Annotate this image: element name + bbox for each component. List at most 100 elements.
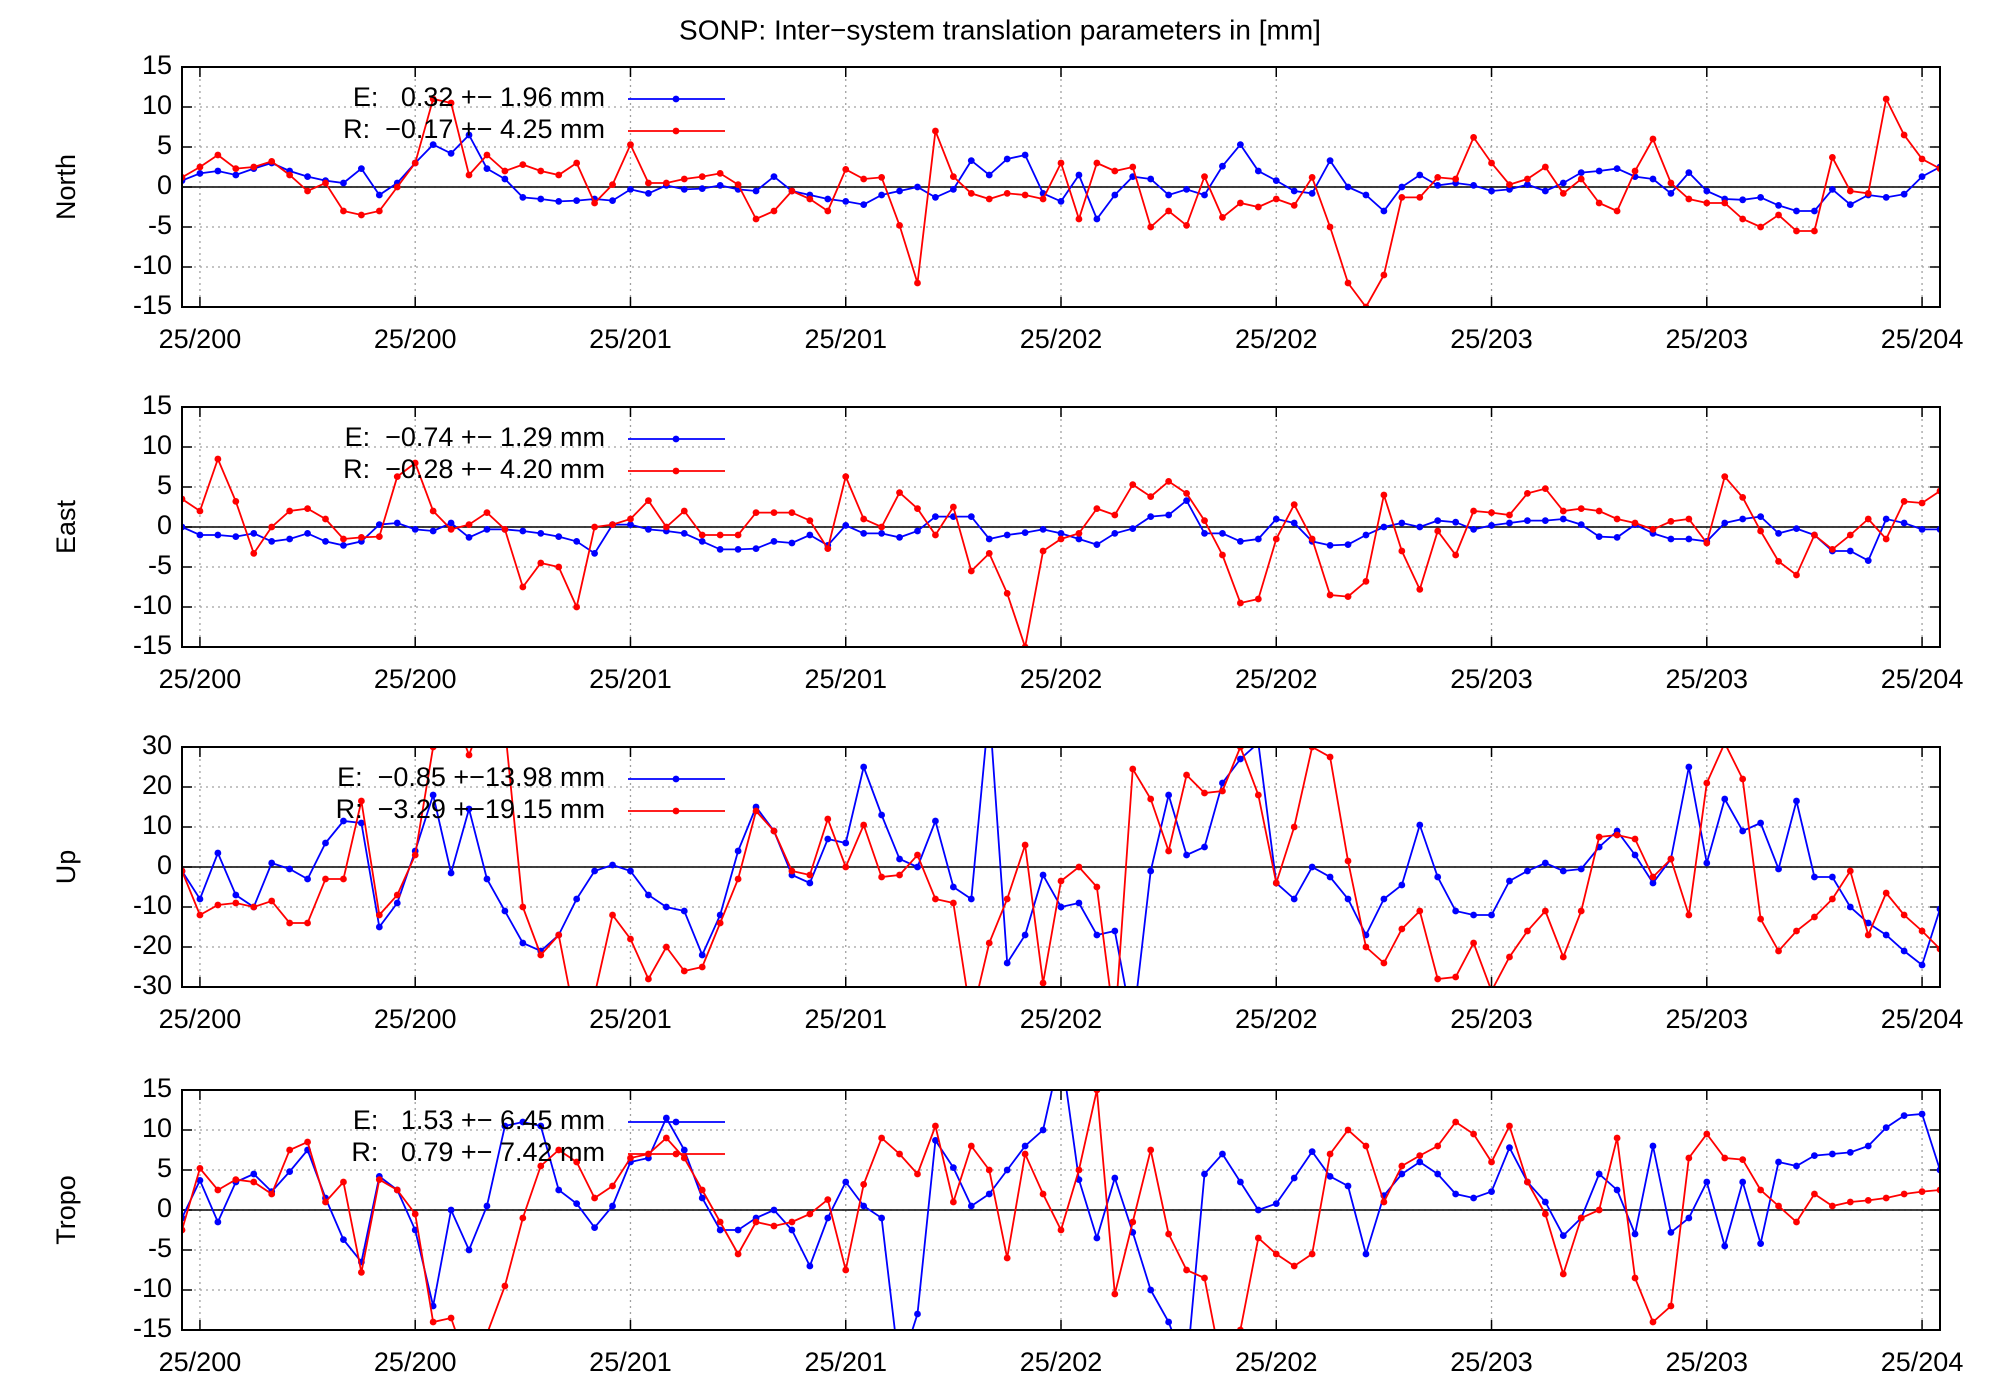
data-point: [1183, 490, 1190, 497]
data-point: [1452, 1118, 1460, 1126]
x-tick-label: 25/202: [1235, 1347, 1318, 1377]
data-point: [322, 839, 329, 847]
x-tick-label: 25/201: [589, 1347, 672, 1377]
data-point: [1165, 1318, 1173, 1326]
data-point: [1236, 141, 1244, 149]
data-point: [1470, 911, 1477, 919]
data-point: [842, 839, 850, 847]
data-point: [1201, 1274, 1208, 1282]
data-point: [304, 1138, 311, 1146]
data-point: [286, 507, 294, 515]
data-point: [842, 166, 850, 173]
data-point: [1900, 131, 1908, 139]
data-point: [519, 939, 527, 947]
data-point: [393, 519, 401, 527]
data-point: [1416, 171, 1424, 179]
data-point: [340, 1236, 347, 1243]
data-point: [1918, 1188, 1926, 1195]
data-point: [1506, 181, 1513, 189]
data-point: [1721, 199, 1729, 207]
data-point: [627, 186, 634, 193]
data-point: [1362, 191, 1370, 199]
data-point: [1488, 187, 1495, 195]
data-point: [1111, 167, 1119, 175]
y-tick-label: 20: [142, 770, 172, 800]
x-tick-label: 25/203: [1665, 664, 1748, 694]
data-point: [627, 1154, 634, 1162]
data-point: [1254, 1234, 1262, 1242]
data-point: [698, 963, 706, 971]
data-point: [1380, 271, 1388, 279]
data-point: [1846, 1149, 1854, 1156]
data-point: [609, 1202, 616, 1210]
data-point: [555, 1146, 563, 1154]
data-point: [1416, 523, 1424, 531]
data-point: [1021, 151, 1029, 159]
x-tick-label: 25/200: [159, 1004, 242, 1034]
data-point: [1506, 1144, 1513, 1151]
data-point: [393, 183, 401, 191]
data-point: [1398, 1162, 1406, 1170]
data-point: [1882, 1194, 1890, 1202]
y-tick-label: 5: [157, 1153, 172, 1183]
y-axis-label: Up: [51, 850, 81, 885]
data-point: [1254, 1206, 1262, 1214]
data-point: [1631, 1274, 1639, 1282]
data-point: [1398, 1170, 1406, 1178]
data-point: [1129, 1218, 1137, 1226]
data-point: [878, 1214, 886, 1222]
data-point: [519, 1214, 527, 1222]
data-point: [537, 530, 545, 537]
data-point: [662, 943, 670, 951]
data-point: [1201, 843, 1208, 851]
x-tick-label: 25/202: [1020, 1004, 1103, 1034]
data-point: [1775, 947, 1782, 955]
data-point: [914, 527, 921, 535]
data-point: [1398, 194, 1406, 201]
data-point: [1649, 873, 1657, 881]
data-point: [860, 763, 868, 771]
data-point: [196, 1177, 204, 1184]
x-tick-label: 25/201: [804, 324, 887, 354]
data-point: [1775, 1158, 1782, 1166]
data-point: [196, 531, 204, 539]
data-point: [1631, 167, 1639, 175]
data-point: [1595, 199, 1603, 207]
data-point: [1021, 841, 1029, 849]
y-tick-label: -10: [133, 250, 172, 280]
data-point: [806, 1262, 814, 1270]
data-point: [1201, 517, 1208, 524]
data-point: [1416, 586, 1424, 593]
data-point: [232, 899, 240, 907]
data-point: [447, 1206, 455, 1214]
data-point: [609, 521, 616, 528]
data-point: [1057, 198, 1065, 205]
data-point: [1541, 485, 1549, 492]
legend-marker: [672, 1150, 680, 1158]
data-point: [1488, 522, 1495, 529]
data-point: [1434, 1170, 1442, 1178]
data-point: [1667, 1229, 1675, 1236]
data-point: [932, 817, 939, 825]
data-point: [1739, 775, 1747, 783]
data-point: [268, 158, 276, 165]
data-point: [896, 489, 903, 496]
data-point: [411, 159, 419, 167]
x-tick-label: 25/200: [374, 1347, 457, 1377]
data-point: [286, 535, 294, 543]
data-point: [680, 175, 688, 183]
data-point: [734, 531, 742, 539]
legend-marker: [672, 775, 680, 783]
data-point: [1290, 519, 1298, 527]
data-point: [878, 191, 886, 199]
data-point: [770, 207, 778, 215]
data-point: [1183, 1266, 1190, 1274]
data-point: [770, 1206, 778, 1214]
data-point: [1039, 1190, 1047, 1198]
data-point: [1685, 911, 1693, 919]
x-tick-label: 25/201: [804, 1004, 887, 1034]
data-point: [1703, 187, 1711, 195]
data-point: [340, 207, 347, 215]
legend-marker: [672, 467, 680, 475]
data-point: [1685, 535, 1693, 543]
